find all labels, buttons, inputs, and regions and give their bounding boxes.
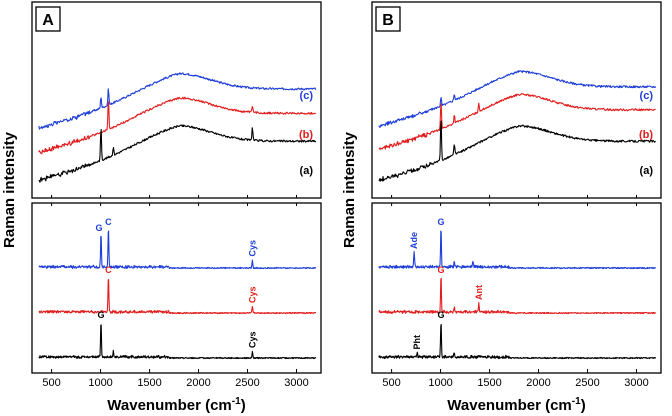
bottom-trace-b [38,279,317,315]
bottom-trace-a [38,324,317,360]
x-tick-label: 500 [382,377,400,389]
x-tick-label: 1500 [137,377,161,389]
bottom-trace-c [378,230,657,270]
bottom-trace-b [378,277,657,315]
bottom-plot-frame [31,202,322,374]
peak-label: Ant [474,285,484,300]
curve-label-a: (a) [640,165,654,177]
peak-label: C [105,265,112,275]
top-trace-a [378,120,657,182]
panel-b: B 500 1000 1500 2000 2500 3000 Wavenumber (cm-1… [341,1,662,414]
y-axis-label: Raman intensity [1,131,18,248]
top-plot-frame [371,1,662,199]
bottom-trace-a [378,323,657,360]
x-tick-label: 2000 [186,377,210,389]
x-tick-label: 2000 [526,377,550,389]
bottom-plot-frame [371,202,662,374]
x-tick-label: 500 [42,377,60,389]
y-axis-label: Raman intensity [341,131,358,248]
x-tick-label: 1000 [428,377,452,389]
curve-label-b: (b) [299,129,313,141]
top-trace-b [378,93,656,150]
x-tick-label: 3000 [624,377,648,389]
peak-label: G [97,310,104,320]
top-trace-c [378,70,657,128]
peak-label: Cys [247,286,257,303]
curve-label-a: (a) [300,165,314,177]
panel-a: A 500 1000 1500 2000 2500 3000 Wavenumber (cm-1… [1,1,322,414]
x-axis-label: Wavenumber (cm-1) [447,396,585,414]
x-tick-label: 2500 [235,377,259,389]
curve-label-c: (c) [300,90,314,102]
peak-label: C [105,217,112,227]
peak-label: G [95,223,102,233]
peak-label: Pht [412,335,422,350]
x-axis-label: Wavenumber (cm-1) [107,396,245,414]
top-plot-frame [31,1,322,199]
peak-label: Cys [247,240,257,257]
peak-label: G [437,217,444,227]
peak-label: G [437,265,444,275]
panel-tag: A [42,12,54,29]
x-tick-label: 1000 [88,377,112,389]
top-trace-b [38,96,317,155]
top-trace-a [38,124,317,183]
top-trace-c [38,72,317,130]
curve-label-c: (c) [640,90,654,102]
curve-label-b: (b) [639,129,653,141]
peak-label: Ade [409,232,419,249]
bottom-trace-c [38,230,317,270]
x-tick-label: 2500 [575,377,599,389]
panel-tag-box [375,6,401,32]
panel-tag-box [35,6,61,32]
peak-label: G [437,310,444,320]
peak-label: Cys [247,331,257,348]
panel-tag: B [382,12,394,29]
x-tick-label: 3000 [284,377,308,389]
x-tick-label: 1500 [477,377,501,389]
